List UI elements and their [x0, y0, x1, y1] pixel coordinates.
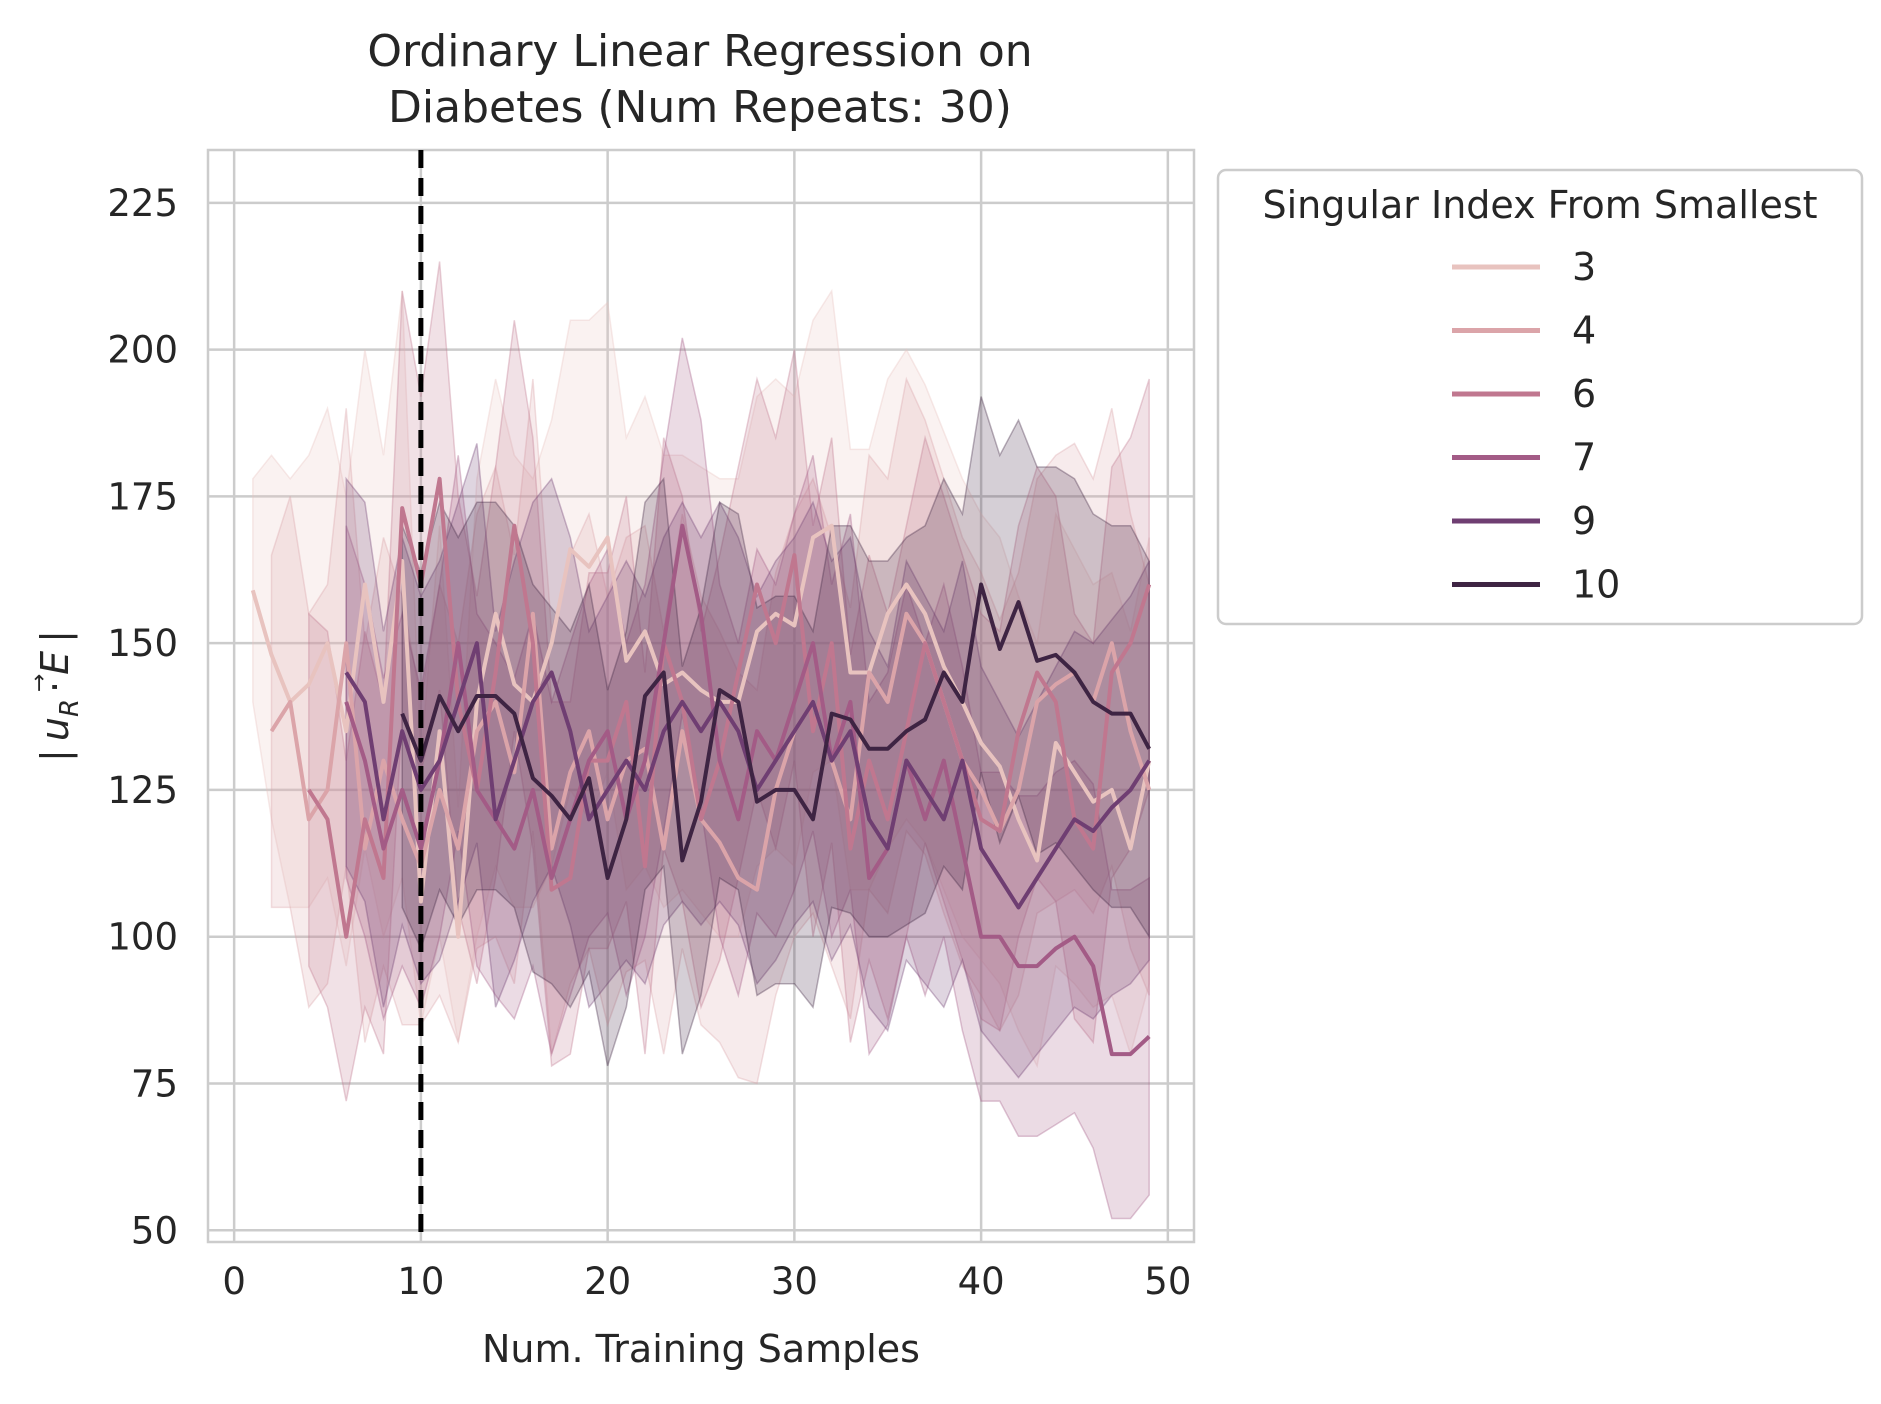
- y-tick-label: 225: [107, 182, 178, 225]
- series-lines: [250, 476, 1152, 1057]
- y-tick-label: 150: [107, 622, 178, 665]
- y-label-dot: ·: [33, 681, 77, 693]
- legend-frame: [1216, 168, 1864, 626]
- line-series-7: [344, 523, 1151, 1057]
- y-tick-label: 100: [107, 916, 178, 959]
- x-tick-label: 0: [222, 1260, 246, 1303]
- x-tick-label: 10: [397, 1260, 444, 1303]
- y-tick-label: 50: [131, 1209, 178, 1252]
- chart-title-line-2: Diabetes (Num Repeats: 30): [388, 82, 1012, 133]
- legend-label-10: 10: [1572, 563, 1620, 607]
- x-tick-label: 40: [958, 1260, 1005, 1303]
- legend-label-4: 4: [1572, 309, 1596, 353]
- x-tick-label: 50: [1144, 1260, 1191, 1303]
- y-tick-label: 200: [107, 329, 178, 372]
- y-label-u: u: [33, 717, 77, 741]
- y-tick-label: 125: [107, 769, 178, 812]
- legend-label-7: 7: [1572, 436, 1596, 480]
- chart-title-line-1: Ordinary Linear Regression on: [367, 26, 1032, 77]
- legend-label-9: 9: [1572, 499, 1596, 543]
- x-tick-label: 20: [584, 1260, 631, 1303]
- legend-entries: 3 4 6 7 9 10: [1452, 245, 1620, 607]
- y-axis-ticks: 50 75 100 125 150 175 200 225: [107, 182, 178, 1252]
- band-series-3: [252, 288, 1150, 1069]
- y-label-bar-right: |: [33, 630, 78, 643]
- x-axis-label: Num. Training Samples: [482, 1327, 920, 1371]
- chart-title: Ordinary Linear Regression on Diabetes (…: [367, 26, 1032, 133]
- legend-label-3: 3: [1572, 245, 1596, 289]
- legend-title: Singular Index From Smallest: [1262, 183, 1817, 227]
- y-label-subscript: R: [55, 699, 85, 717]
- band-series-10: [401, 396, 1150, 1067]
- line-series-10: [400, 582, 1151, 880]
- legend-label-6: 6: [1572, 372, 1596, 416]
- y-tick-label: 175: [107, 475, 178, 518]
- y-label-bar-left: |: [33, 749, 78, 762]
- y-axis-label: | uR · E |: [33, 630, 85, 762]
- line-series-3: [250, 523, 1152, 939]
- y-label-vector-arrow: →: [27, 674, 52, 692]
- x-tick-label: 30: [771, 1260, 818, 1303]
- legend: Singular Index From Smallest 3 4 6 7 9 10: [1216, 168, 1864, 626]
- y-label-e: E: [33, 651, 77, 675]
- y-tick-label: 75: [131, 1062, 178, 1105]
- x-axis-ticks: 0 10 20 30 40 50: [222, 1260, 1191, 1303]
